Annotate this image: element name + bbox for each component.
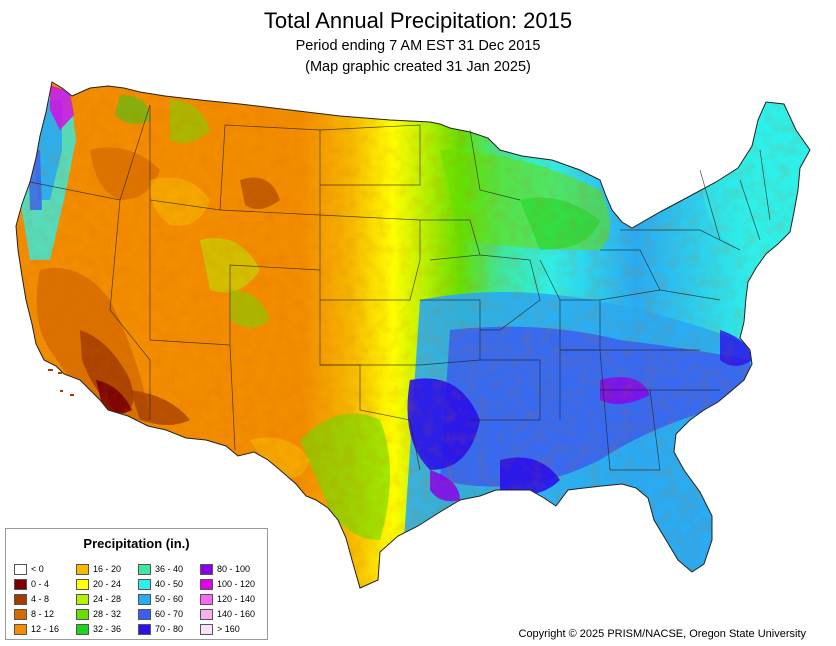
legend-label: 140 - 160 xyxy=(217,609,256,619)
legend-title: Precipitation (in.) xyxy=(83,536,190,551)
legend-label: 36 - 40 xyxy=(155,564,184,574)
legend-item: 70 - 80 xyxy=(138,623,183,636)
legend-label: 0 - 4 xyxy=(31,579,50,589)
legend-item: 12 - 16 xyxy=(14,623,59,636)
legend-label: 70 - 80 xyxy=(155,624,184,634)
legend-label: 50 - 60 xyxy=(155,594,184,604)
legend-item: 100 - 120 xyxy=(200,578,255,591)
legend-item: 32 - 36 xyxy=(76,623,121,636)
legend-label: 32 - 36 xyxy=(93,624,122,634)
legend-swatch xyxy=(76,579,89,591)
legend-item: 20 - 24 xyxy=(76,578,121,591)
legend-item: 80 - 100 xyxy=(200,563,250,576)
legend-swatch xyxy=(14,624,27,636)
legend-swatch xyxy=(138,594,151,606)
legend-item: 120 - 140 xyxy=(200,593,255,606)
legend-swatch xyxy=(76,609,89,621)
legend-label: 4 - 8 xyxy=(31,594,50,604)
legend-swatch xyxy=(200,594,213,606)
legend-swatch xyxy=(76,564,89,576)
legend-item: 8 - 12 xyxy=(14,608,54,621)
legend-item: 24 - 28 xyxy=(76,593,121,606)
channel-islands xyxy=(48,369,74,396)
legend-label: 16 - 20 xyxy=(93,564,122,574)
legend-label: 20 - 24 xyxy=(93,579,122,589)
legend-label: 28 - 32 xyxy=(93,609,122,619)
state-boundaries xyxy=(29,104,771,471)
legend-label: 24 - 28 xyxy=(93,594,122,604)
legend-item: 4 - 8 xyxy=(14,593,49,606)
legend-item: 16 - 20 xyxy=(76,563,121,576)
legend-swatch xyxy=(200,564,213,576)
legend-swatch xyxy=(76,594,89,606)
legend-item: 50 - 60 xyxy=(138,593,183,606)
legend-label: 8 - 12 xyxy=(31,609,55,619)
map-subtitle-period: Period ending 7 AM EST 31 Dec 2015 xyxy=(295,38,541,54)
legend-label: 60 - 70 xyxy=(155,609,184,619)
legend-swatch xyxy=(138,579,151,591)
legend-swatch xyxy=(200,579,213,591)
legend-label: 12 - 16 xyxy=(31,624,60,634)
map-title: Total Annual Precipitation: 2015 xyxy=(263,8,573,33)
legend-label: 80 - 100 xyxy=(217,564,251,574)
legend-swatch xyxy=(14,609,27,621)
legend-item: 0 - 4 xyxy=(14,578,49,591)
legend-swatch xyxy=(138,609,151,621)
legend-swatch xyxy=(14,564,27,576)
legend-swatch xyxy=(14,594,27,606)
legend-label: 120 - 140 xyxy=(217,594,256,604)
legend-swatch xyxy=(76,624,89,636)
copyright-notice: Copyright © 2025 PRISM/NACSE, Oregon Sta… xyxy=(518,628,807,640)
map-subtitle-created: (Map graphic created 31 Jan 2025) xyxy=(305,59,531,75)
legend-swatch xyxy=(138,624,151,636)
legend-swatch xyxy=(138,564,151,576)
legend-item: 40 - 50 xyxy=(138,578,183,591)
legend-item: 36 - 40 xyxy=(138,563,183,576)
legend-swatch xyxy=(200,624,213,636)
legend-item: 60 - 70 xyxy=(138,608,183,621)
legend-item: > 160 xyxy=(200,623,240,636)
legend-swatch xyxy=(14,579,27,591)
legend-item: 140 - 160 xyxy=(200,608,255,621)
legend-label: > 160 xyxy=(217,624,240,634)
legend-label: 40 - 50 xyxy=(155,579,184,589)
legend-item: < 0 xyxy=(14,563,44,576)
legend-label: < 0 xyxy=(31,564,44,574)
map-legend: Precipitation (in.) < 0 0 - 4 4 - 8 8 - 12 1… xyxy=(5,528,268,640)
legend-swatch xyxy=(200,609,213,621)
legend-label: 100 - 120 xyxy=(217,579,256,589)
legend-item: 28 - 32 xyxy=(76,608,121,621)
